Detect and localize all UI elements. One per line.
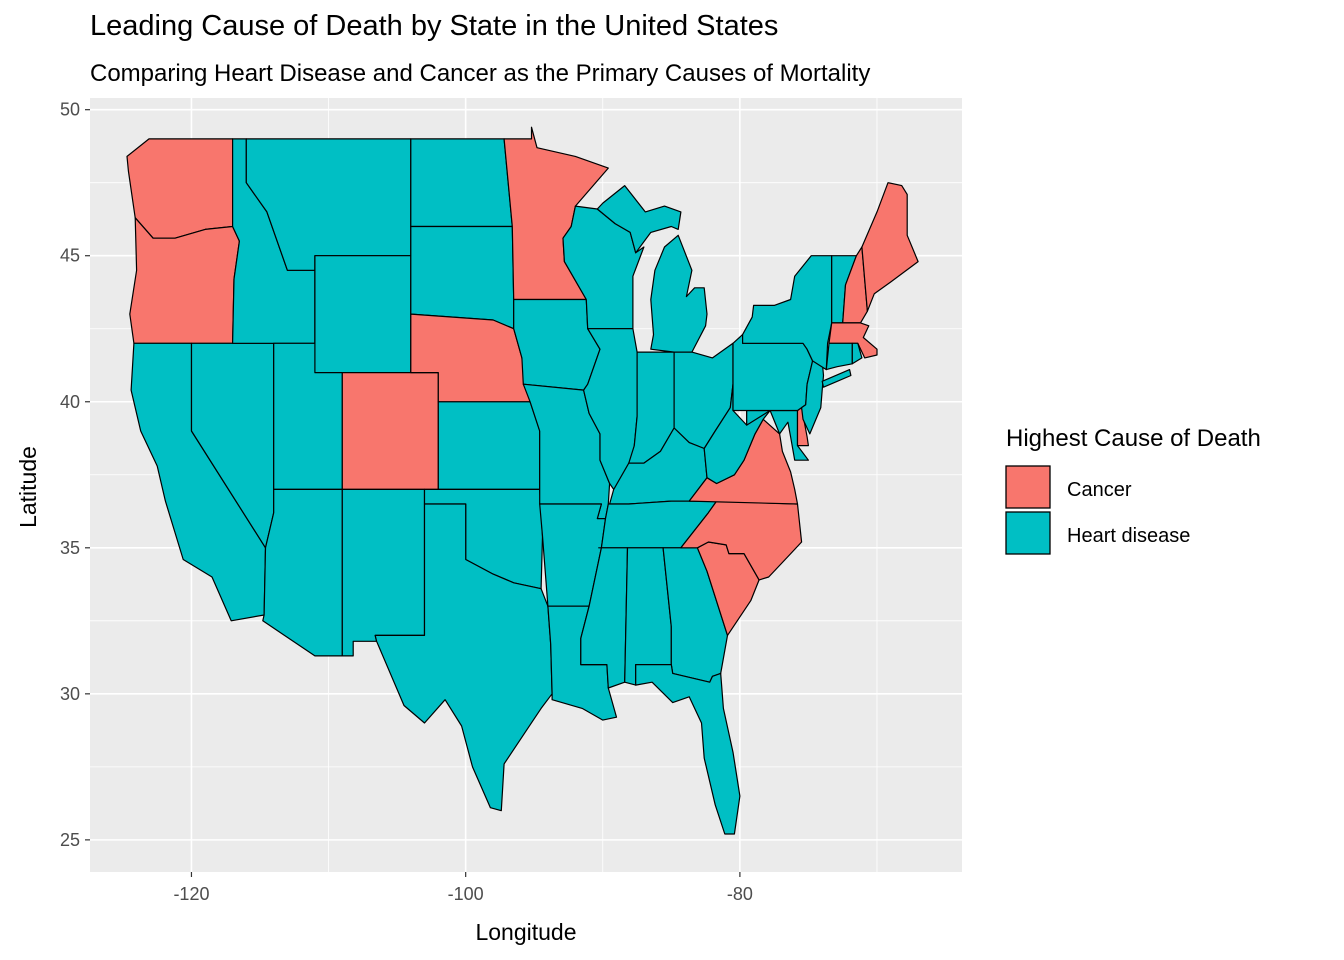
y-tick-label: 40: [60, 392, 80, 412]
x-axis-title: Longitude: [475, 919, 576, 945]
state-north-dakota: [410, 138, 513, 228]
state-oregon: [129, 217, 240, 344]
state-new-jersey: [801, 348, 825, 435]
y-tick-label: 35: [60, 538, 80, 558]
states-layer: [126, 126, 919, 835]
legend-key-heart-disease: [1005, 511, 1051, 555]
state-new-mexico: [341, 488, 426, 657]
state-washington: [126, 138, 234, 239]
state-wyoming: [314, 255, 412, 374]
y-tick-label: 50: [60, 100, 80, 120]
state-maine: [861, 182, 919, 312]
state-connecticut: [825, 342, 853, 371]
y-tick-label: 45: [60, 246, 80, 266]
state-mississippi: [580, 547, 629, 689]
legend-label-cancer: Cancer: [1067, 479, 1132, 501]
y-tick-label: 25: [60, 830, 80, 850]
legend: Highest Cause of Death Cancer Heart dise…: [1005, 425, 1261, 555]
x-tick-label: -100: [448, 884, 484, 904]
chart-title: Leading Cause of Death by State in the U…: [90, 10, 779, 42]
chart-subtitle: Comparing Heart Disease and Cancer as th…: [90, 60, 871, 87]
axis-ticks: -120 -100 -80 25 30 35 40 45 50: [60, 100, 753, 904]
y-axis-title: Latitude: [15, 446, 41, 528]
state-texas: [374, 503, 553, 812]
y-tick-label: 30: [60, 684, 80, 704]
legend-title: Highest Cause of Death: [1006, 425, 1261, 452]
state-pennsylvania: [732, 334, 814, 412]
legend-label-heart-disease: Heart disease: [1067, 525, 1190, 547]
state-colorado: [341, 372, 439, 490]
x-tick-label: -120: [173, 884, 209, 904]
state-michigan-lp: [650, 234, 708, 353]
state-south-dakota: [410, 225, 515, 330]
x-tick-label: -80: [727, 884, 753, 904]
state-kansas: [437, 401, 541, 490]
state-florida: [635, 664, 741, 835]
state-wisconsin: [562, 205, 645, 330]
state-michigan-up: [596, 185, 682, 254]
state-long-island: [821, 369, 852, 388]
legend-key-cancer: [1005, 465, 1051, 509]
state-rhode-island: [851, 342, 863, 365]
